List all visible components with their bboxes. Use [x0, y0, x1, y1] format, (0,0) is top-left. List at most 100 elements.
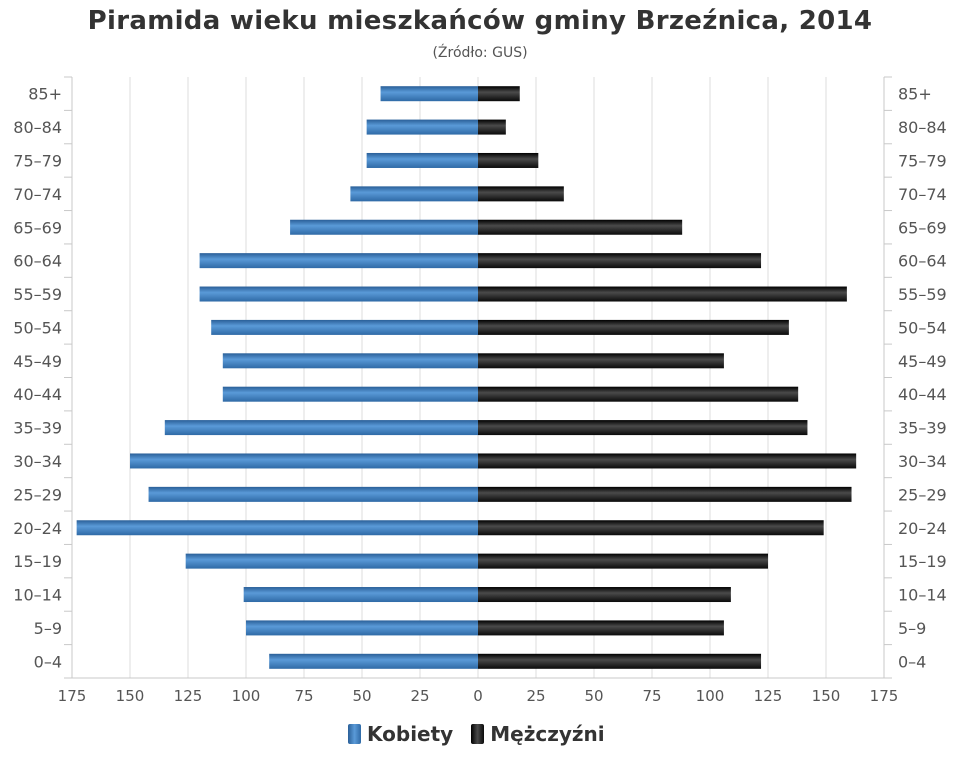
legend-swatch-mezczyzni — [471, 724, 485, 744]
bar-kobiety — [211, 319, 478, 335]
y-category-label-left: 70–74 — [13, 185, 62, 204]
y-category-label-left: 55–59 — [13, 285, 62, 304]
y-category-label-right: 25–29 — [898, 485, 947, 504]
y-category-label-right: 45–49 — [898, 352, 947, 371]
y-category-label-left: 0–4 — [34, 652, 62, 671]
y-category-label-left: 75–79 — [13, 151, 62, 170]
bar-mezczyzni — [478, 253, 762, 269]
legend: Kobiety Mężczyźni — [348, 722, 623, 746]
y-category-label-right: 10–14 — [898, 586, 947, 605]
bar-mezczyzni — [478, 86, 520, 102]
y-category-label-right: 30–34 — [898, 452, 947, 471]
y-category-label-right: 0–4 — [898, 652, 926, 671]
y-category-label-left: 15–19 — [13, 552, 62, 571]
bar-kobiety — [269, 653, 478, 669]
bar-mezczyzni — [478, 119, 506, 135]
bar-mezczyzni — [478, 653, 762, 669]
legend-swatch-kobiety — [348, 724, 361, 744]
y-category-label-right: 85+ — [898, 85, 932, 104]
bar-kobiety — [366, 119, 478, 135]
y-category-label-right: 55–59 — [898, 285, 947, 304]
y-category-label-left: 20–24 — [13, 519, 62, 538]
bar-mezczyzni — [478, 587, 731, 603]
x-tick-label: 175 — [870, 687, 899, 705]
bar-kobiety — [243, 587, 478, 603]
x-tick-label: 75 — [642, 687, 661, 705]
bar-mezczyzni — [478, 620, 724, 636]
x-tick-label: 150 — [116, 687, 145, 705]
y-category-label-right: 5–9 — [898, 619, 926, 638]
bar-kobiety — [199, 286, 478, 302]
y-category-label-left: 10–14 — [13, 586, 62, 605]
y-category-label-right: 70–74 — [898, 185, 947, 204]
bar-kobiety — [380, 86, 478, 102]
y-category-label-left: 40–44 — [13, 385, 62, 404]
bar-kobiety — [76, 520, 478, 536]
bar-layer — [76, 86, 857, 669]
bar-mezczyzni — [478, 286, 847, 302]
bar-kobiety — [185, 553, 478, 569]
x-tick-label: 100 — [696, 687, 725, 705]
x-tick-label: 100 — [232, 687, 261, 705]
y-category-label-right: 65–69 — [898, 218, 947, 237]
legend-label-mezczyzni: Mężczyźni — [490, 722, 605, 746]
y-category-label-left: 80–84 — [13, 118, 62, 137]
y-category-label-right: 60–64 — [898, 252, 947, 271]
bar-mezczyzni — [478, 186, 564, 202]
y-category-label-left: 5–9 — [34, 619, 62, 638]
y-category-label-right: 75–79 — [898, 151, 947, 170]
bar-kobiety — [366, 152, 478, 168]
bar-kobiety — [199, 253, 478, 269]
bar-kobiety — [222, 386, 478, 402]
y-category-label-right: 15–19 — [898, 552, 947, 571]
x-tick-label: 25 — [526, 687, 545, 705]
y-category-label-left: 85+ — [28, 85, 62, 104]
x-tick-label: 50 — [352, 687, 371, 705]
bar-mezczyzni — [478, 553, 768, 569]
grid-layer — [64, 76, 892, 679]
y-category-label-left: 35–39 — [13, 419, 62, 438]
x-tick-label: 75 — [294, 687, 313, 705]
bar-kobiety — [290, 219, 478, 235]
bar-kobiety — [130, 453, 478, 469]
bar-kobiety — [246, 620, 478, 636]
y-category-label-left: 50–54 — [13, 318, 62, 337]
x-tick-label: 50 — [584, 687, 603, 705]
chart-title: Piramida wieku mieszkańców gminy Brzeźni… — [87, 6, 873, 36]
bar-mezczyzni — [478, 152, 539, 168]
legend-label-kobiety: Kobiety — [367, 722, 454, 746]
bar-mezczyzni — [478, 219, 683, 235]
bar-mezczyzni — [478, 453, 857, 469]
bar-mezczyzni — [478, 319, 789, 335]
y-category-label-left: 30–34 — [13, 452, 62, 471]
y-category-label-left: 25–29 — [13, 485, 62, 504]
y-category-label-right: 40–44 — [898, 385, 947, 404]
x-tick-label: 125 — [174, 687, 203, 705]
y-category-label-right: 50–54 — [898, 318, 947, 337]
bar-kobiety — [164, 420, 479, 436]
bar-kobiety — [222, 353, 478, 369]
bar-mezczyzni — [478, 353, 724, 369]
x-tick-label: 0 — [473, 687, 483, 705]
x-tick-label: 150 — [812, 687, 841, 705]
chart-subtitle: (Źródło: GUS) — [432, 45, 528, 61]
y-category-label-left: 65–69 — [13, 218, 62, 237]
legend-item-kobiety[interactable]: Kobiety — [348, 722, 453, 746]
x-tick-label: 125 — [754, 687, 783, 705]
bar-kobiety — [350, 186, 478, 202]
bar-mezczyzni — [478, 486, 852, 502]
y-category-label-right: 35–39 — [898, 419, 947, 438]
y-category-label-right: 80–84 — [898, 118, 947, 137]
bar-kobiety — [148, 486, 478, 502]
bar-mezczyzni — [478, 420, 808, 436]
bar-mezczyzni — [478, 386, 799, 402]
y-category-label-left: 60–64 — [13, 252, 62, 271]
x-tick-label: 25 — [410, 687, 429, 705]
legend-item-mezczyzni[interactable]: Mężczyźni — [471, 722, 605, 746]
x-tick-label: 175 — [58, 687, 87, 705]
bar-mezczyzni — [478, 520, 824, 536]
y-category-label-right: 20–24 — [898, 519, 947, 538]
y-category-label-left: 45–49 — [13, 352, 62, 371]
label-layer: 175 150 125 100 75 50 25 0 25 50 75 100 125 150 175 85+… — [13, 85, 946, 705]
